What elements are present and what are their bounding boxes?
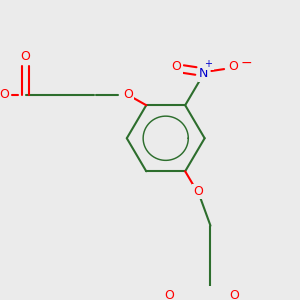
Text: +: + bbox=[205, 59, 212, 69]
Text: O: O bbox=[228, 60, 238, 73]
Text: −: − bbox=[241, 56, 252, 69]
Text: O: O bbox=[193, 185, 203, 198]
Text: O: O bbox=[123, 88, 133, 101]
Text: O: O bbox=[165, 289, 175, 300]
Text: O: O bbox=[172, 60, 182, 73]
Text: O: O bbox=[229, 289, 239, 300]
Text: N: N bbox=[199, 67, 208, 80]
Text: O: O bbox=[21, 50, 31, 63]
Text: O: O bbox=[0, 88, 9, 101]
